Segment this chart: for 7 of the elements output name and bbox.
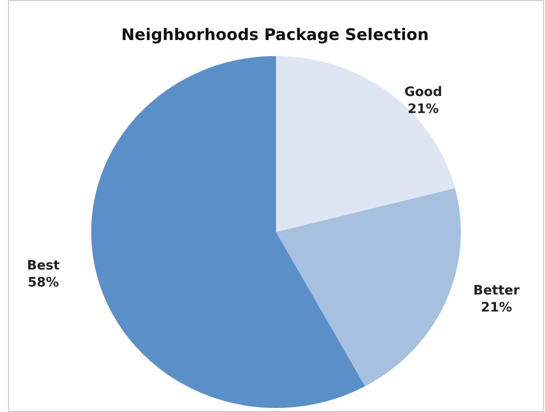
slice-label: Better (473, 283, 520, 298)
slice-label: Good (404, 84, 442, 100)
slice-label: Best (26, 258, 60, 274)
data-label: 21% (408, 102, 439, 117)
chart-title: Neighborhoods Package Selection (121, 25, 429, 44)
data-label: 21% (480, 300, 512, 316)
data-label: 58% (28, 276, 59, 291)
